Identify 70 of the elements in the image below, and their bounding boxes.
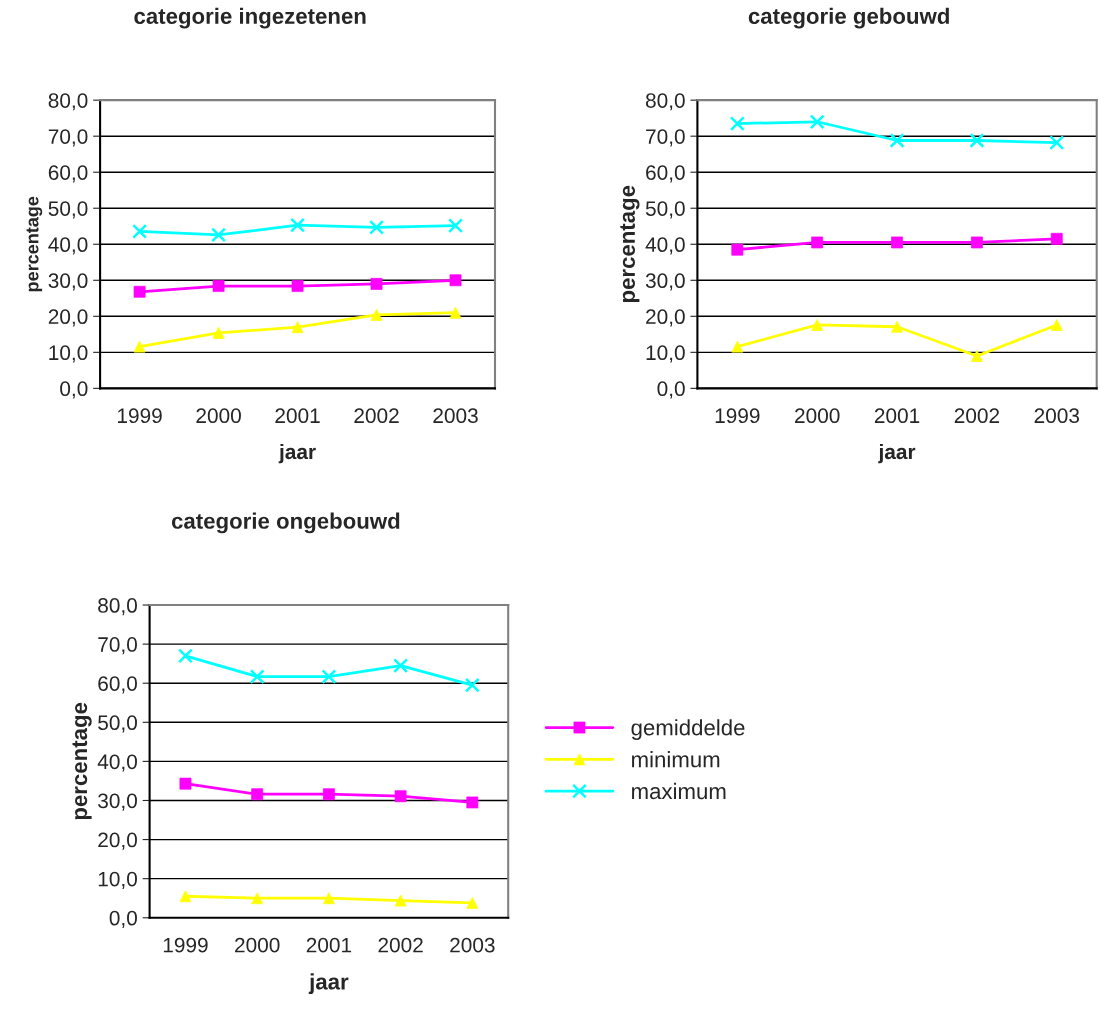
x-tick-label: 2003 <box>433 408 478 424</box>
x-tick-label: 1999 <box>118 408 162 424</box>
point <box>464 677 480 693</box>
y-tick-label: 50,0 <box>98 715 137 733</box>
x-tick-label: 2003 <box>1034 408 1080 424</box>
legend-label: gemiddelde <box>631 719 745 740</box>
legend-label: minimum <box>632 751 720 768</box>
x-tick-label: 2000 <box>196 408 241 424</box>
point <box>290 217 306 233</box>
point <box>1049 135 1065 151</box>
y-tick-label: 20,0 <box>98 832 137 850</box>
x-tick-label: 2002 <box>354 408 399 424</box>
y-tick-label: 50,0 <box>48 201 88 219</box>
y-tick-label: 30,0 <box>98 793 137 811</box>
chart-title: categorie ingezetenen <box>134 7 366 29</box>
y-tick-label: 20,0 <box>48 309 88 327</box>
x-tick-label: 2000 <box>795 408 840 424</box>
point <box>891 236 903 249</box>
x-tick-label: 2000 <box>235 937 280 953</box>
x-axis-title: jaar <box>308 973 349 994</box>
chart-title: categorie ongebouwd <box>171 512 400 534</box>
point <box>132 223 148 239</box>
chart-title: categorie gebouwd <box>748 7 949 29</box>
y-tick-label: 70,0 <box>48 129 88 147</box>
y-tick-label: 40,0 <box>48 237 88 255</box>
point <box>809 114 825 130</box>
y-tick-label: 80,0 <box>98 598 137 616</box>
point <box>889 133 905 148</box>
y-tick-label: 60,0 <box>646 165 685 183</box>
x-tick-label: 2001 <box>275 408 320 424</box>
y-tick-label: 70,0 <box>646 129 685 147</box>
x-tick-label: 2002 <box>954 408 1000 424</box>
x-tick-label: 2003 <box>450 937 495 953</box>
point <box>211 227 227 243</box>
y-axis-title: percentage <box>72 702 92 820</box>
y-tick-label: 40,0 <box>97 754 137 772</box>
point <box>249 669 265 685</box>
y-axis-title: percentage <box>26 196 43 292</box>
y-tick-label: 40,0 <box>645 237 685 255</box>
point <box>393 658 409 674</box>
y-tick-label: 30,0 <box>48 273 88 291</box>
x-axis-title: jaar <box>278 443 316 464</box>
point <box>729 116 745 132</box>
point <box>448 218 464 234</box>
y-tick-label: 80,0 <box>48 93 88 111</box>
y-tick-label: 0,0 <box>109 910 137 928</box>
y-tick-label: 10,0 <box>98 871 137 889</box>
y-tick-label: 60,0 <box>48 165 88 183</box>
x-tick-label: 1999 <box>163 937 208 953</box>
y-tick-label: 60,0 <box>98 676 137 694</box>
y-tick-label: 0,0 <box>60 381 88 399</box>
y-tick-label: 80,0 <box>645 93 685 111</box>
y-tick-label: 10,0 <box>646 345 685 363</box>
y-tick-label: 50,0 <box>645 201 685 219</box>
legend-label: maximum <box>632 782 726 800</box>
y-tick-label: 30,0 <box>645 273 685 291</box>
point <box>369 219 385 235</box>
point <box>969 133 985 148</box>
x-tick-label: 2001 <box>874 408 920 424</box>
y-tick-label: 20,0 <box>646 309 685 327</box>
point <box>321 669 337 685</box>
y-axis-title: percentage <box>620 185 640 303</box>
y-tick-label: 0,0 <box>657 381 685 399</box>
y-tick-label: 10,0 <box>49 345 88 363</box>
x-axis-title: jaar <box>878 443 916 464</box>
x-tick-label: 2001 <box>306 937 352 953</box>
x-tick-label: 1999 <box>715 408 760 424</box>
y-tick-label: 70,0 <box>98 637 137 655</box>
point <box>177 648 193 664</box>
x-tick-label: 2002 <box>378 937 423 953</box>
